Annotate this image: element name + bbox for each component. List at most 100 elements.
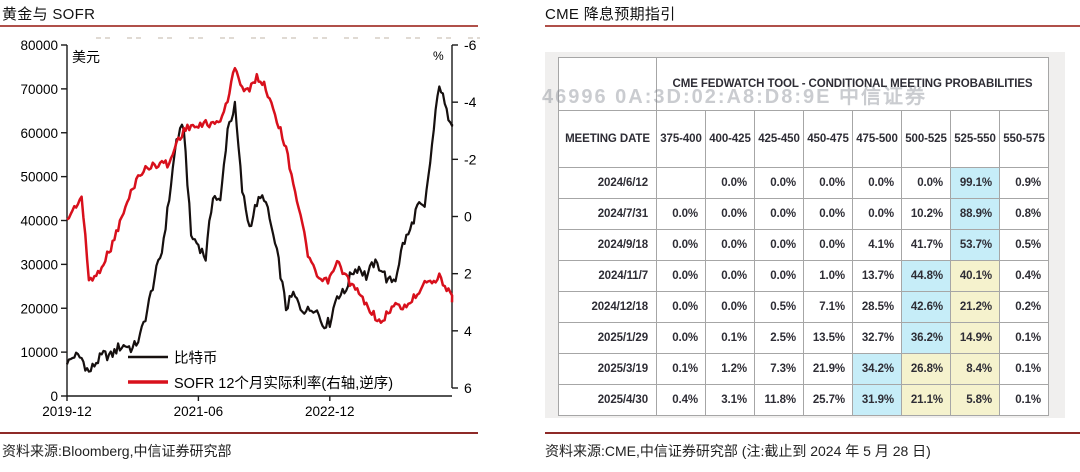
- prob-cell: 0.0%: [705, 198, 755, 230]
- right-tick-label: -2: [464, 151, 477, 167]
- table-row: 2025/1/29 0.0% 0.1% 2.5% 13.5% 32.7% 36.2% 14.9…: [558, 322, 1049, 354]
- prob-cell: 0.0%: [656, 291, 706, 323]
- left-panel-title: 黄金与 SOFR: [2, 6, 96, 23]
- prob-cell: 0.1%: [656, 353, 706, 385]
- left-tick-label: 70000: [20, 82, 58, 97]
- right-tick-label: 6: [464, 380, 472, 396]
- prob-cell: 25.7%: [803, 384, 853, 416]
- fedwatch-table-frame: CME FEDWATCH TOOL - CONDITIONAL MEETING …: [545, 52, 1065, 418]
- column-header: 400-425: [705, 110, 755, 168]
- left-tick-label: 30000: [20, 257, 58, 272]
- column-header: 475-500: [852, 110, 902, 168]
- left-tick-label: 0: [50, 389, 58, 404]
- prob-cell: 0.1%: [999, 353, 1049, 385]
- prob-cell: 21.2%: [950, 291, 1000, 323]
- prob-cell: 88.9%: [950, 198, 1000, 230]
- prob-cell: 53.7%: [950, 229, 1000, 261]
- fedwatch-table: CME FEDWATCH TOOL - CONDITIONAL MEETING …: [558, 57, 1049, 416]
- prob-cell: 13.5%: [803, 322, 853, 354]
- prob-cell: 1.0%: [803, 260, 853, 292]
- right-tick-label: 0: [464, 209, 472, 225]
- prob-cell: 0.2%: [999, 291, 1049, 323]
- prob-cell: 21.1%: [901, 384, 951, 416]
- left-tick-label: 60000: [20, 126, 58, 141]
- prob-cell: 0.0%: [705, 229, 755, 261]
- prob-cell: 10.2%: [901, 198, 951, 230]
- prob-cell: 0.0%: [852, 167, 902, 199]
- right-unit-label: %: [433, 49, 444, 63]
- column-header: 450-475: [803, 110, 853, 168]
- prob-cell: 0.4%: [999, 260, 1049, 292]
- prob-cell: 34.2%: [852, 353, 902, 385]
- prob-cell: 31.9%: [852, 384, 902, 416]
- column-header: 500-525: [901, 110, 951, 168]
- left-tick-label: 40000: [20, 214, 58, 229]
- right-source-text: 资料来源:CME,中信证券研究部 (注:截止到 2024 年 5 月 28 日): [545, 443, 931, 459]
- left-source-text: 资料来源:Bloomberg,中信证券研究部: [2, 443, 232, 459]
- meeting-date-cell: 2025/1/29: [558, 322, 657, 354]
- left-source-rule: [0, 432, 478, 434]
- column-header: 550-575: [999, 110, 1049, 168]
- prob-cell: 11.8%: [754, 384, 804, 416]
- prob-cell: 7.3%: [754, 353, 804, 385]
- bitcoin-line: [65, 85, 454, 373]
- prob-cell: 0.0%: [705, 260, 755, 292]
- prob-cell: 0.5%: [999, 229, 1049, 261]
- right-tick-label: 2: [464, 266, 472, 282]
- meeting-date-cell: 2024/9/18: [558, 229, 657, 261]
- prob-cell: 0.0%: [901, 167, 951, 199]
- prob-cell: 0.1%: [999, 322, 1049, 354]
- prob-cell: 21.9%: [803, 353, 853, 385]
- prob-cell: 0.0%: [656, 198, 706, 230]
- prob-cell: 0.0%: [852, 198, 902, 230]
- prob-cell: 0.8%: [999, 198, 1049, 230]
- prob-cell: 44.8%: [901, 260, 951, 292]
- gold-sofr-chart: 0 10000 20000 30000 40000 50000 60000 70000 8000…: [20, 37, 477, 419]
- prob-cell: 0.0%: [656, 260, 706, 292]
- prob-cell: 0.1%: [999, 384, 1049, 416]
- table-row: 2024/9/18 0.0% 0.0% 0.0% 0.0% 4.1% 41.7% 53.7% 0…: [558, 229, 1049, 261]
- meeting-date-cell: 2025/3/19: [558, 353, 657, 385]
- right-title-underline: [545, 25, 1080, 27]
- left-watermark-dashes: [96, 37, 480, 39]
- left-title-underline: [0, 25, 478, 27]
- left-unit-label: 美元: [72, 49, 100, 65]
- prob-cell: 42.6%: [901, 291, 951, 323]
- right-tick-label: -6: [464, 37, 477, 53]
- prob-cell: [656, 167, 706, 199]
- table-row: 2024/11/7 0.0% 0.0% 0.0% 1.0% 13.7% 44.8% 40.1%…: [558, 260, 1049, 292]
- prob-cell: 2.5%: [754, 322, 804, 354]
- column-header: 425-450: [754, 110, 804, 168]
- prob-cell: 36.2%: [901, 322, 951, 354]
- prob-cell: 26.8%: [901, 353, 951, 385]
- meeting-date-cell: 2024/11/7: [558, 260, 657, 292]
- prob-cell: 14.9%: [950, 322, 1000, 354]
- prob-cell: 99.1%: [950, 167, 1000, 199]
- prob-cell: 1.2%: [705, 353, 755, 385]
- table-row: 2024/12/18 0.0% 0.0% 0.5% 7.1% 28.5% 42.6% 21.2…: [558, 291, 1049, 323]
- column-header: MEETING DATE: [558, 110, 657, 168]
- left-tick-label: 20000: [20, 301, 58, 316]
- prob-cell: 0.9%: [999, 167, 1049, 199]
- prob-cell: 8.4%: [950, 353, 1000, 385]
- prob-cell: 32.7%: [852, 322, 902, 354]
- right-panel-title: CME 降息预期指引: [545, 6, 676, 23]
- prob-cell: 13.7%: [852, 260, 902, 292]
- prob-cell: 0.0%: [754, 198, 804, 230]
- prob-cell: 0.0%: [803, 198, 853, 230]
- prob-cell: 4.1%: [852, 229, 902, 261]
- prob-cell: 0.0%: [754, 260, 804, 292]
- x-tick-label: 2021-06: [174, 404, 224, 419]
- left-tick-label: 80000: [20, 38, 58, 53]
- merged-header-cell: CME FEDWATCH TOOL - CONDITIONAL MEETING …: [656, 57, 1049, 111]
- meeting-date-cell: 2025/4/30: [558, 384, 657, 416]
- table-header-row: CME FEDWATCH TOOL - CONDITIONAL MEETING …: [558, 57, 1049, 111]
- prob-cell: 40.1%: [950, 260, 1000, 292]
- prob-cell: 0.0%: [803, 229, 853, 261]
- prob-cell: 0.0%: [656, 322, 706, 354]
- meeting-date-cell: 2024/12/18: [558, 291, 657, 323]
- left-tick-label: 50000: [20, 170, 58, 185]
- left-tick-label: 10000: [20, 345, 58, 360]
- table-row: 2024/7/31 0.0% 0.0% 0.0% 0.0% 0.0% 10.2% 88.9% 0…: [558, 198, 1049, 230]
